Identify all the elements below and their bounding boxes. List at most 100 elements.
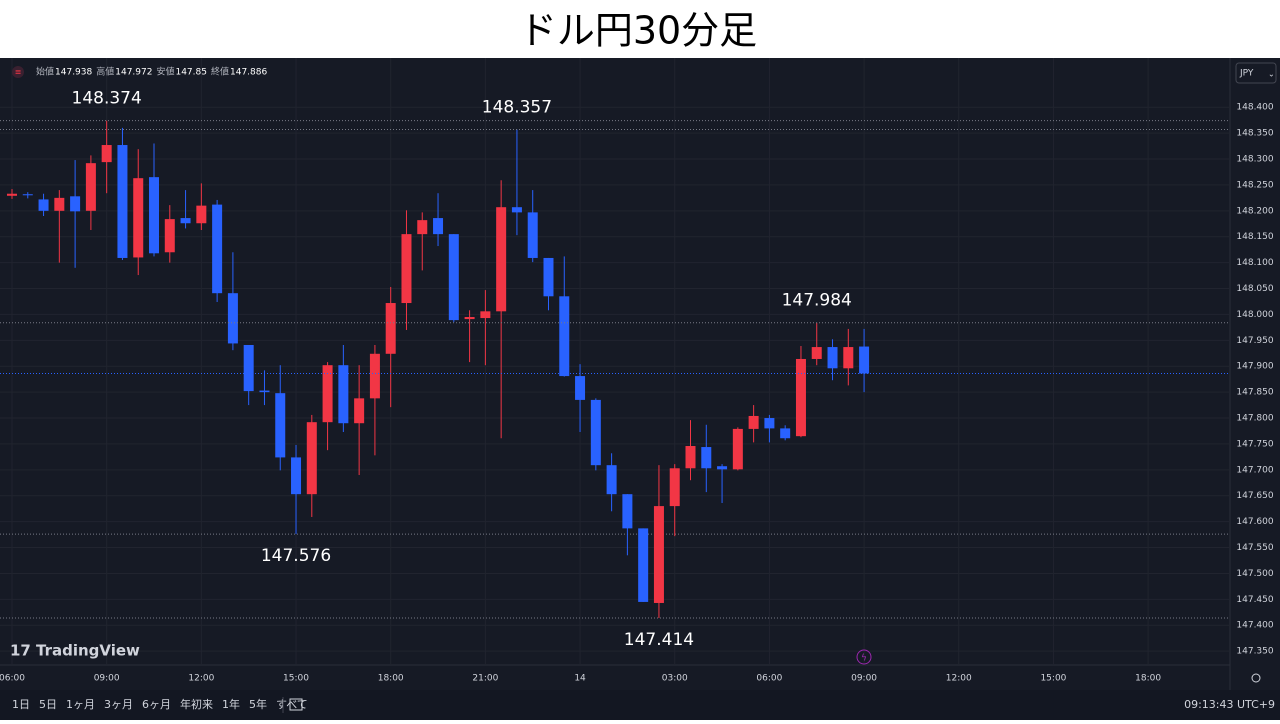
plot: 148.374 147.576 148.357 147.414 147.984 (0, 89, 1230, 650)
date-range-icon[interactable] (289, 698, 303, 711)
candle-body (638, 528, 649, 602)
candle-body (511, 207, 522, 213)
range-button[interactable]: 1年 (222, 697, 240, 711)
low-label: 147.414 (624, 630, 694, 650)
x-tick-label: 06:00 (756, 674, 782, 684)
candle-body (480, 311, 491, 319)
candle-body (385, 303, 396, 354)
candle-body (354, 398, 365, 424)
legend-label: 高値 (96, 66, 114, 78)
candle-body (275, 393, 286, 458)
event-icon[interactable] (856, 649, 872, 665)
currency-label[interactable]: JPY (1239, 69, 1254, 79)
settings-icon[interactable] (1251, 673, 1261, 683)
candle-body (401, 234, 412, 304)
y-tick-label: 147.600 (1236, 517, 1273, 527)
high-label: 148.374 (72, 89, 142, 109)
candle-body (306, 422, 317, 495)
candle-body (259, 390, 270, 393)
y-tick-label: 147.850 (1236, 388, 1273, 398)
high-label: 148.357 (482, 97, 552, 117)
candle-body (590, 399, 601, 466)
y-tick-label: 148.200 (1236, 206, 1273, 216)
candle-body (180, 218, 191, 224)
candle-body (6, 193, 17, 196)
candle-body (291, 457, 302, 495)
x-tick-label: 15:00 (283, 674, 309, 684)
candle-body (795, 358, 806, 437)
candle-body (149, 177, 160, 254)
symbol-icon-glyph: ≡ (15, 68, 22, 77)
candle-body (843, 347, 854, 369)
grid (0, 58, 1230, 665)
candle-body (448, 234, 459, 321)
currency-button[interactable] (1235, 62, 1277, 84)
y-tick-label: 148.350 (1236, 129, 1273, 139)
legend-label: 安値 (156, 66, 174, 78)
high-label: 147.984 (782, 291, 852, 311)
y-tick-label: 147.550 (1236, 543, 1273, 553)
candle-body (653, 506, 664, 603)
candle-body (780, 428, 791, 439)
candle-body (748, 415, 759, 429)
ohlc-legend: ≡ 始値 147.938 高値 147.972 安値 147.85 終値 147.886 (12, 66, 267, 78)
y-tick-label: 148.100 (1236, 258, 1273, 268)
legend-value: 147.85 (175, 68, 207, 78)
x-tick-label: 15:00 (1040, 674, 1066, 684)
candle-body (827, 347, 838, 369)
event-glyph[interactable]: ϟ (861, 654, 867, 664)
clock: 09:13:43 UTC+9 (1184, 698, 1275, 711)
x-tick-label: 09:00 (94, 674, 120, 684)
x-tick-label: 12:00 (946, 674, 972, 684)
candle-body (606, 465, 617, 495)
candle-body (559, 296, 570, 377)
x-tick-label: 14 (574, 674, 586, 684)
y-tick-label: 147.900 (1236, 362, 1273, 372)
candle-body (338, 365, 349, 424)
x-tick-label: 06:00 (0, 674, 25, 684)
y-tick-label: 148.300 (1236, 155, 1273, 165)
range-button[interactable]: 年初来 (180, 697, 213, 711)
candle-body (22, 194, 33, 196)
candle-body (322, 365, 333, 423)
candle-body (764, 418, 775, 429)
legend-label: 終値 (211, 66, 229, 78)
currency-arrow[interactable]: ⌄ (1268, 70, 1275, 79)
candle-body (622, 494, 633, 529)
chart-title: ドル円30分足 (519, 9, 757, 53)
branding-logo: 17 (10, 642, 31, 660)
title-band (0, 0, 1280, 58)
y-tick-label: 147.500 (1236, 569, 1273, 579)
range-bar: 1日 5日 1ヶ月 3ヶ月 6ヶ月 年初来 1年 5年 すべて (12, 697, 308, 711)
candle-body (243, 344, 254, 392)
range-button[interactable]: 5年 (249, 697, 267, 711)
candle-body (164, 219, 175, 253)
y-tick-label: 147.950 (1236, 336, 1273, 346)
y-tick-label: 147.700 (1236, 465, 1273, 475)
range-button[interactable]: 1日 (12, 698, 30, 711)
y-tick-label: 148.400 (1236, 103, 1273, 113)
x-tick-label: 12:00 (188, 674, 214, 684)
candle-body (527, 212, 538, 258)
candle-body (133, 178, 144, 258)
range-button[interactable]: 5日 (39, 698, 57, 711)
y-tick-label: 147.650 (1236, 491, 1273, 501)
y-tick-label: 148.250 (1236, 180, 1273, 190)
x-tick-label: 21:00 (472, 674, 498, 684)
candle-body (464, 317, 475, 320)
candle-body (811, 347, 822, 359)
x-tick-label: 18:00 (378, 674, 404, 684)
range-button[interactable]: 1ヶ月 (66, 698, 95, 711)
range-button[interactable]: 3ヶ月 (104, 698, 133, 711)
y-tick-label: 147.350 (1236, 647, 1273, 657)
x-tick-label: 18:00 (1135, 674, 1161, 684)
x-tick-label: 03:00 (662, 674, 688, 684)
low-label: 147.576 (261, 546, 331, 566)
candle-body (196, 205, 207, 224)
branding: TradingView (36, 642, 140, 660)
candle-body (717, 466, 728, 470)
candle-body (369, 353, 380, 399)
range-button[interactable]: 6ヶ月 (142, 698, 171, 711)
range-button[interactable]: すべて (276, 698, 308, 711)
